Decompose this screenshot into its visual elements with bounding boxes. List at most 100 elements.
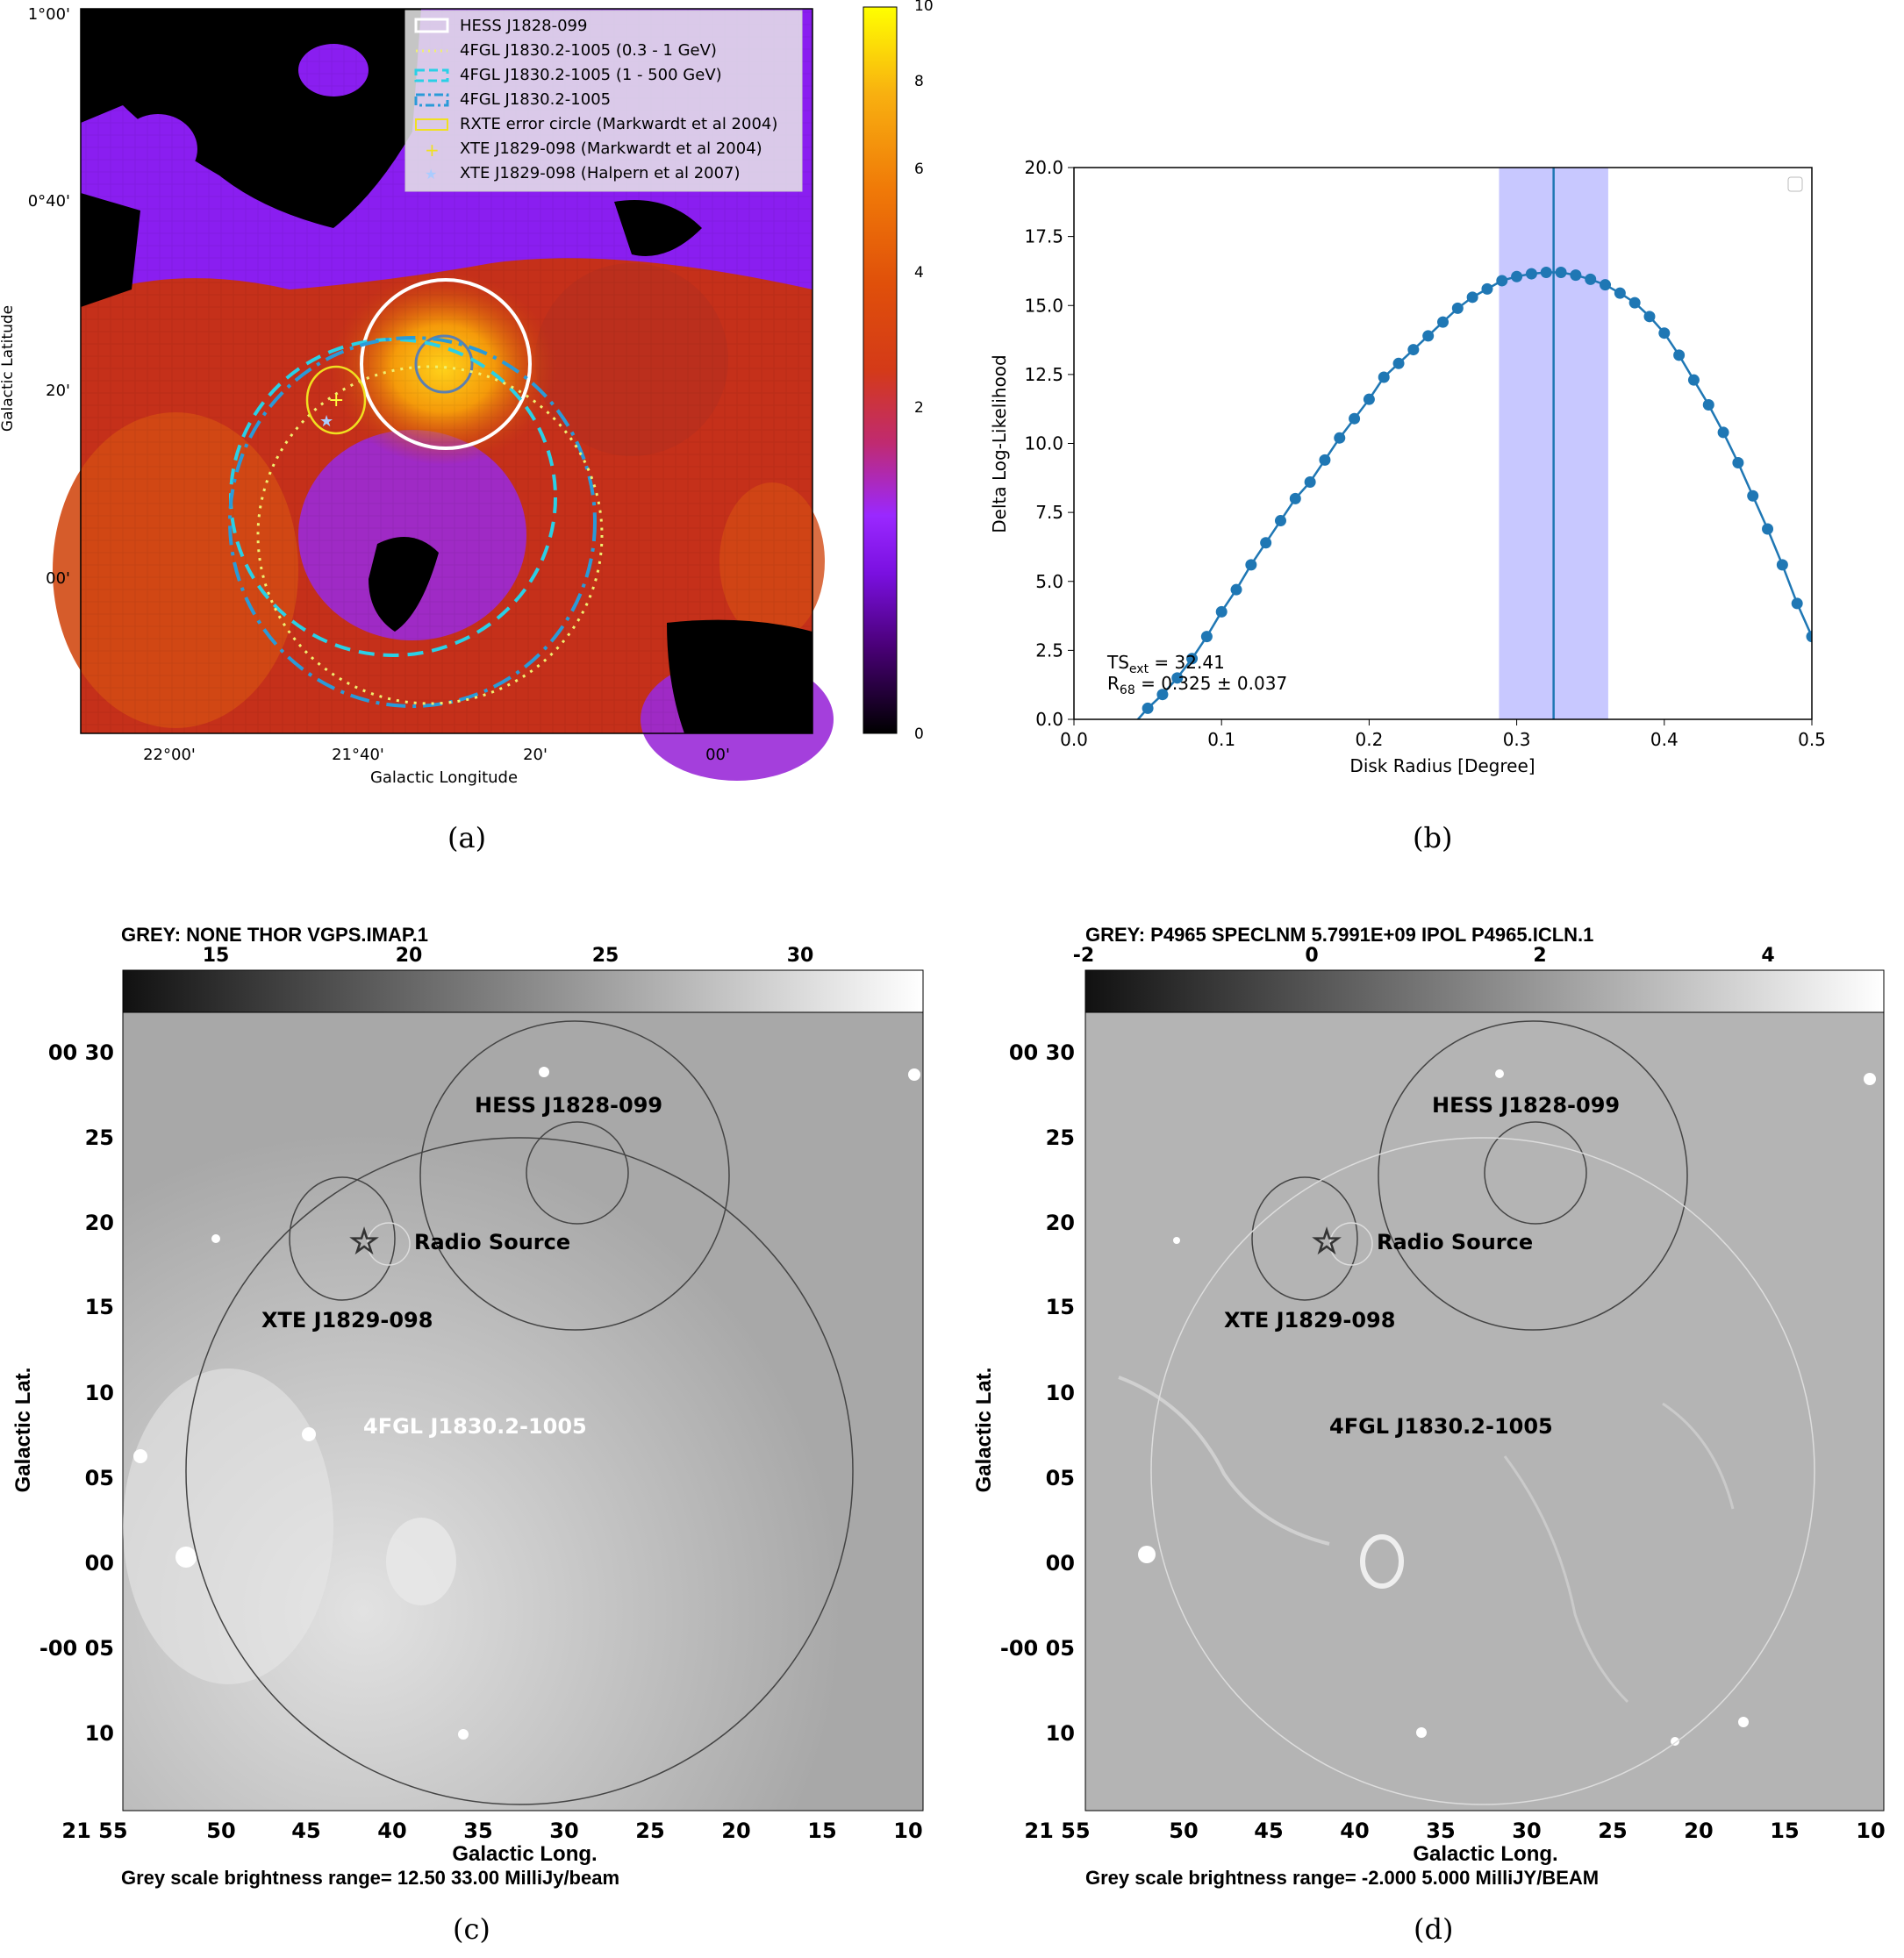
- likelihood-point: [1585, 273, 1597, 285]
- empty-legend-box: [1787, 176, 1803, 192]
- xtick: 45: [291, 1819, 320, 1843]
- ytick: 1°00': [28, 5, 70, 24]
- hess-core-circle: [1484, 1121, 1587, 1225]
- label-hess: HESS J1828-099: [475, 1093, 662, 1118]
- xtick: 30: [549, 1819, 578, 1843]
- hess-circle: [360, 278, 532, 450]
- ytick: 00: [85, 1551, 114, 1576]
- xtick: 21 55: [1024, 1819, 1090, 1843]
- likelihood-point: [1186, 653, 1199, 665]
- ytick: 20: [1046, 1211, 1075, 1235]
- likelihood-point: [1422, 330, 1435, 342]
- colorbar: [863, 6, 898, 734]
- likelihood-point: [1260, 537, 1272, 549]
- legend-xte-markwardt: XTE J1829-098 (Markwardt et al 2004): [460, 139, 762, 158]
- panel-d-ylabel: Galactic Lat.: [972, 1368, 996, 1493]
- xtick: 35: [463, 1819, 492, 1843]
- panel-a-xticks: 22°00' 21°40' 20' 00': [143, 746, 730, 764]
- r68-annotation: R68 = 0.325 ± 0.037: [1107, 673, 1287, 697]
- label-radio-source: Radio Source: [414, 1230, 570, 1254]
- caption-b: (b): [1413, 821, 1453, 854]
- likelihood-point: [1747, 490, 1759, 502]
- likelihood-point: [1643, 311, 1656, 323]
- xtick: 10: [1856, 1819, 1885, 1843]
- likelihood-point: [1407, 344, 1420, 356]
- panel-c-yticks: 00 30 25 20 15 10 05 00 -00 05 10: [39, 1040, 114, 1746]
- cbar-tick: 30: [787, 945, 814, 967]
- cbar-tick: 2: [1533, 945, 1546, 967]
- legend-fgl-high: 4FGL J1830.2-1005 (1 - 500 GeV): [460, 66, 722, 84]
- panel-d-image: [1084, 1011, 1885, 1812]
- likelihood-point: [1555, 267, 1567, 279]
- label-radio-source: Radio Source: [1377, 1230, 1533, 1254]
- panel-d-xticks: 21 55 50 45 40 35 30 25 20 15 10: [1024, 1819, 1885, 1843]
- likelihood-point: [1392, 357, 1405, 369]
- panel-c: GREY: NONE THOR VGPS.IMAP.1 15 20 25 30 …: [0, 912, 952, 1958]
- ytick: 10: [85, 1381, 114, 1405]
- likelihood-point: [1481, 282, 1493, 295]
- hess-circle: [1378, 1020, 1688, 1331]
- xtick: 50: [206, 1819, 235, 1843]
- xte-star-icon: ☆: [1312, 1222, 1342, 1261]
- xtick: 30: [1512, 1819, 1541, 1843]
- ts-annotation: TSext = 32.41: [1106, 652, 1225, 676]
- ytick: 05: [85, 1466, 114, 1490]
- xtick: 15: [807, 1819, 836, 1843]
- panel-c-labels: HESS J1828-099 Radio Source XTE J1829-09…: [261, 1093, 662, 1439]
- likelihood-point: [1156, 689, 1169, 701]
- panel-c-colorbar: [122, 969, 924, 1013]
- panel-b: 0.0 0.1 0.2 0.3 0.4 0.5 0.0 2.5 5.0 7.5 10.0 12.5 15…: [965, 0, 1904, 868]
- ytick: 15: [85, 1295, 114, 1319]
- fgl-circle: [228, 336, 597, 708]
- likelihood-point: [1200, 631, 1213, 643]
- fgl-low-energy-circle: [256, 365, 604, 705]
- hess-circle: [419, 1020, 730, 1331]
- cbar-tick: 10: [914, 0, 934, 15]
- rxte-error-circle: [1251, 1176, 1358, 1301]
- y-tick-label: 5.0: [1035, 571, 1063, 592]
- x-tick-label: 0.4: [1650, 729, 1679, 750]
- likelihood-point: [1171, 672, 1184, 684]
- colorbar-ticks: 10 8 6 4 2 0: [914, 0, 934, 743]
- likelihood-point: [1614, 287, 1626, 299]
- likelihood-point: [1687, 374, 1700, 386]
- cbar-tick: 20: [396, 945, 423, 967]
- label-hess: HESS J1828-099: [1432, 1093, 1620, 1118]
- y-tick-label: 0.0: [1035, 709, 1063, 730]
- x-tick-label: 0.0: [1060, 729, 1088, 750]
- likelihood-point: [1466, 291, 1478, 304]
- xtick: 45: [1254, 1819, 1283, 1843]
- likelihood-point: [1451, 302, 1464, 314]
- likelihood-point: [1806, 631, 1812, 643]
- x-tick-label: 0.3: [1503, 729, 1531, 750]
- cbar-tick: 25: [592, 945, 619, 967]
- likelihood-point: [1673, 349, 1686, 361]
- label-xte: XTE J1829-098: [1224, 1308, 1395, 1333]
- likelihood-point: [1289, 492, 1301, 504]
- panel-c-title: GREY: NONE THOR VGPS.IMAP.1: [121, 924, 428, 946]
- xte-markwardt-marker: +: [328, 389, 344, 411]
- panel-d-map: GREY: P4965 SPECLNM 5.7991E+09 IPOL P496…: [972, 924, 1886, 1889]
- likelihood-point: [1215, 605, 1228, 618]
- xtick: 15: [1770, 1819, 1799, 1843]
- legend-fgl: 4FGL J1830.2-1005: [460, 90, 611, 109]
- panel-a-ylabel: Galactic Latitude: [0, 305, 17, 432]
- xtick: 20: [1684, 1819, 1713, 1843]
- xtick: 25: [635, 1819, 664, 1843]
- xtick: 21°40': [332, 746, 384, 764]
- ytick: 10: [85, 1721, 114, 1746]
- likelihood-point: [1776, 559, 1788, 571]
- panel-a-xlabel: Galactic Longitude: [370, 768, 518, 787]
- legend-rxte: RXTE error circle (Markwardt et al 2004): [460, 115, 777, 133]
- y-tick-label: 17.5: [1024, 226, 1063, 247]
- likelihood-point: [1600, 279, 1612, 291]
- rxte-error-circle: [289, 1176, 396, 1301]
- ytick: -00 05: [39, 1636, 114, 1661]
- ytick: 25: [85, 1125, 114, 1150]
- likelihood-point: [1525, 268, 1537, 280]
- likelihood-point: [1628, 297, 1641, 309]
- legend-fgl-low: 4FGL J1830.2-1005 (0.3 - 1 GeV): [460, 41, 717, 60]
- x-tick-label: 0.2: [1355, 729, 1383, 750]
- xtick: 40: [377, 1819, 406, 1843]
- panel-d-title: GREY: P4965 SPECLNM 5.7991E+09 IPOL P496…: [1085, 924, 1593, 946]
